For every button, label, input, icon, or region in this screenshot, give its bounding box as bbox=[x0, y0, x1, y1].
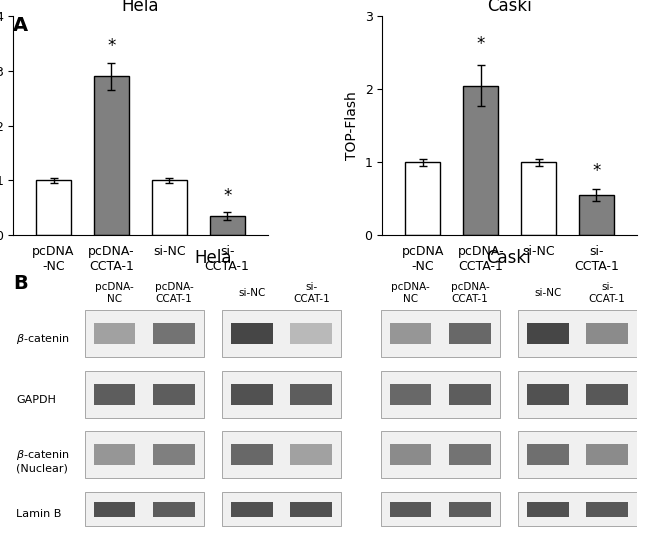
Bar bbox=[463, 86, 498, 235]
Bar bbox=[84, 310, 204, 357]
Bar bbox=[153, 502, 195, 517]
Text: si-
CCAT-1: si- CCAT-1 bbox=[293, 282, 330, 304]
Text: *: * bbox=[223, 187, 231, 205]
Bar bbox=[518, 493, 637, 527]
Bar bbox=[84, 493, 204, 527]
Bar bbox=[526, 502, 569, 517]
Bar bbox=[381, 371, 500, 418]
Bar bbox=[518, 310, 637, 357]
Bar bbox=[36, 180, 71, 235]
Bar bbox=[153, 444, 195, 465]
Bar bbox=[518, 371, 637, 418]
Text: pcDNA-
NC: pcDNA- NC bbox=[95, 282, 134, 304]
Bar bbox=[586, 444, 628, 465]
Text: pcDNA-
CCAT-1: pcDNA- CCAT-1 bbox=[155, 282, 194, 304]
Text: GAPDH: GAPDH bbox=[16, 395, 56, 405]
Bar bbox=[389, 323, 432, 344]
Bar bbox=[449, 502, 491, 517]
Bar bbox=[389, 384, 432, 406]
Bar bbox=[152, 180, 187, 235]
Text: pcDNA-
NC: pcDNA- NC bbox=[391, 282, 430, 304]
Bar bbox=[231, 502, 272, 517]
Bar bbox=[222, 493, 341, 527]
Bar bbox=[449, 444, 491, 465]
Bar bbox=[521, 162, 556, 235]
Bar bbox=[449, 384, 491, 406]
Bar bbox=[389, 502, 432, 517]
Text: *: * bbox=[107, 36, 116, 55]
Bar bbox=[291, 502, 332, 517]
Bar bbox=[291, 384, 332, 406]
Text: Hela: Hela bbox=[194, 249, 231, 267]
Bar bbox=[586, 323, 628, 344]
Text: *: * bbox=[476, 35, 485, 53]
Text: Lamin B: Lamin B bbox=[16, 509, 62, 519]
Bar bbox=[231, 444, 272, 465]
Text: B: B bbox=[13, 274, 28, 293]
Text: si-
CCAT-1: si- CCAT-1 bbox=[589, 282, 625, 304]
Bar bbox=[231, 384, 272, 406]
Bar bbox=[210, 216, 244, 235]
Bar bbox=[526, 384, 569, 406]
Bar bbox=[449, 323, 491, 344]
Bar bbox=[222, 371, 341, 418]
Text: Caski: Caski bbox=[486, 249, 531, 267]
Bar bbox=[84, 371, 204, 418]
Bar bbox=[579, 195, 614, 235]
Bar bbox=[94, 384, 135, 406]
Bar bbox=[291, 444, 332, 465]
Bar bbox=[381, 493, 500, 527]
Bar bbox=[291, 323, 332, 344]
Bar bbox=[526, 323, 569, 344]
Bar bbox=[84, 431, 204, 478]
Y-axis label: TOP-Flash: TOP-Flash bbox=[345, 91, 359, 160]
Text: A: A bbox=[13, 16, 28, 35]
Bar bbox=[222, 431, 341, 478]
Text: si-NC: si-NC bbox=[238, 288, 265, 298]
Bar bbox=[586, 384, 628, 406]
Text: $\beta$-catenin: $\beta$-catenin bbox=[16, 332, 70, 346]
Bar bbox=[94, 444, 135, 465]
Bar bbox=[94, 323, 135, 344]
Text: pcDNA-
CCAT-1: pcDNA- CCAT-1 bbox=[450, 282, 489, 304]
Bar bbox=[381, 431, 500, 478]
Bar bbox=[231, 323, 272, 344]
Bar bbox=[222, 310, 341, 357]
Title: Caski: Caski bbox=[488, 0, 532, 15]
Bar bbox=[406, 162, 440, 235]
Bar bbox=[153, 384, 195, 406]
Text: si-NC: si-NC bbox=[534, 288, 562, 298]
Bar bbox=[94, 502, 135, 517]
Bar bbox=[381, 310, 500, 357]
Bar bbox=[389, 444, 432, 465]
Bar bbox=[153, 323, 195, 344]
Text: *: * bbox=[592, 162, 601, 180]
Text: $\beta$-catenin
(Nuclear): $\beta$-catenin (Nuclear) bbox=[16, 448, 70, 474]
Bar bbox=[586, 502, 628, 517]
Bar bbox=[94, 77, 129, 235]
Bar bbox=[526, 444, 569, 465]
Bar bbox=[518, 431, 637, 478]
Title: Hela: Hela bbox=[122, 0, 159, 15]
